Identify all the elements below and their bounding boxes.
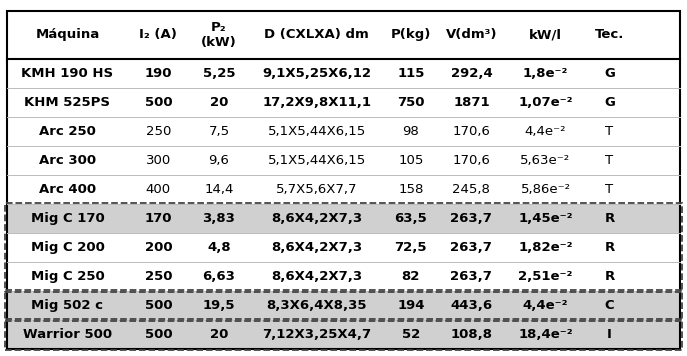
Text: 3,83: 3,83 — [203, 212, 236, 225]
Text: 5,86e⁻²: 5,86e⁻² — [521, 183, 570, 196]
Text: 250: 250 — [144, 270, 172, 283]
Text: 158: 158 — [398, 183, 423, 196]
Text: 7,5: 7,5 — [208, 125, 229, 138]
Text: 443,6: 443,6 — [451, 299, 493, 312]
Text: 170: 170 — [144, 212, 172, 225]
Text: 250: 250 — [146, 125, 171, 138]
Text: T: T — [605, 125, 613, 138]
Text: 18,4e⁻²: 18,4e⁻² — [518, 328, 573, 341]
Text: 9,6: 9,6 — [209, 154, 229, 167]
Text: Mig C 170: Mig C 170 — [31, 212, 104, 225]
Text: 5,1X5,44X6,15: 5,1X5,44X6,15 — [267, 125, 365, 138]
Text: 14,4: 14,4 — [204, 183, 234, 196]
Text: 500: 500 — [144, 328, 172, 341]
Text: 170,6: 170,6 — [453, 125, 491, 138]
Text: 17,2X9,8X11,1: 17,2X9,8X11,1 — [262, 96, 371, 109]
Text: 200: 200 — [144, 241, 172, 254]
Text: 292,4: 292,4 — [451, 67, 493, 80]
Text: D (CXLXA) dm: D (CXLXA) dm — [264, 28, 369, 41]
Text: 263,7: 263,7 — [451, 270, 493, 283]
Text: 8,6X4,2X7,3: 8,6X4,2X7,3 — [271, 241, 362, 254]
Text: Arc 300: Arc 300 — [39, 154, 96, 167]
Text: 500: 500 — [144, 96, 172, 109]
Text: 115: 115 — [397, 67, 425, 80]
Bar — [7, 204, 680, 233]
Text: R: R — [605, 241, 615, 254]
Text: Arc 250: Arc 250 — [39, 125, 96, 138]
Text: P(kg): P(kg) — [391, 28, 431, 41]
Text: 1871: 1871 — [453, 96, 490, 109]
Text: KHM 525PS: KHM 525PS — [25, 96, 111, 109]
Text: 5,1X5,44X6,15: 5,1X5,44X6,15 — [267, 154, 365, 167]
Text: 19,5: 19,5 — [203, 299, 235, 312]
Bar — [7, 291, 680, 320]
Text: G: G — [604, 67, 615, 80]
Text: 263,7: 263,7 — [451, 241, 493, 254]
Bar — [7, 117, 680, 146]
Text: 8,6X4,2X7,3: 8,6X4,2X7,3 — [271, 212, 362, 225]
Text: P₂
(kW): P₂ (kW) — [201, 21, 237, 49]
Text: 245,8: 245,8 — [453, 183, 491, 196]
Text: Tec.: Tec. — [595, 28, 624, 41]
Text: 500: 500 — [144, 299, 172, 312]
Text: 1,8e⁻²: 1,8e⁻² — [523, 67, 568, 80]
Text: 2,51e⁻²: 2,51e⁻² — [518, 270, 573, 283]
Text: I₂ (A): I₂ (A) — [139, 28, 177, 41]
Bar — [7, 175, 680, 204]
Text: Arc 400: Arc 400 — [39, 183, 96, 196]
Bar — [7, 320, 680, 349]
Bar — [7, 233, 680, 262]
Text: 9,1X5,25X6,12: 9,1X5,25X6,12 — [262, 67, 371, 80]
Text: 263,7: 263,7 — [451, 212, 493, 225]
Text: R: R — [605, 212, 615, 225]
Text: 5,63e⁻²: 5,63e⁻² — [521, 154, 570, 167]
Text: 5,7X5,6X7,7: 5,7X5,6X7,7 — [275, 183, 357, 196]
Text: KMH 190 HS: KMH 190 HS — [21, 67, 113, 80]
Text: 1,07e⁻²: 1,07e⁻² — [518, 96, 573, 109]
Text: 63,5: 63,5 — [394, 212, 427, 225]
Text: 8,3X6,4X8,35: 8,3X6,4X8,35 — [267, 299, 367, 312]
Text: 400: 400 — [146, 183, 171, 196]
Text: Warrior 500: Warrior 500 — [23, 328, 112, 341]
Text: G: G — [604, 96, 615, 109]
Text: Mig 502 c: Mig 502 c — [32, 299, 104, 312]
Text: 1,45e⁻²: 1,45e⁻² — [518, 212, 573, 225]
Text: V(dm³): V(dm³) — [446, 28, 497, 41]
Bar — [7, 11, 680, 59]
Text: 52: 52 — [402, 328, 420, 341]
Text: I: I — [607, 328, 612, 341]
Text: 750: 750 — [397, 96, 425, 109]
Text: R: R — [605, 270, 615, 283]
Bar — [7, 146, 680, 175]
Text: 72,5: 72,5 — [394, 241, 427, 254]
Text: T: T — [605, 154, 613, 167]
Text: 7,12X3,25X4,7: 7,12X3,25X4,7 — [262, 328, 371, 341]
Text: 1,82e⁻²: 1,82e⁻² — [518, 241, 573, 254]
Text: 20: 20 — [210, 328, 228, 341]
Text: Mig C 250: Mig C 250 — [31, 270, 104, 283]
Text: 98: 98 — [403, 125, 419, 138]
Text: 82: 82 — [402, 270, 420, 283]
Text: 170,6: 170,6 — [453, 154, 491, 167]
Text: 6,63: 6,63 — [203, 270, 236, 283]
Text: 4,4e⁻²: 4,4e⁻² — [525, 125, 566, 138]
Text: C: C — [605, 299, 614, 312]
Text: T: T — [605, 183, 613, 196]
Bar — [7, 262, 680, 291]
Bar — [7, 88, 680, 117]
Text: Máquina: Máquina — [35, 28, 100, 41]
Text: 8,6X4,2X7,3: 8,6X4,2X7,3 — [271, 270, 362, 283]
Text: 5,25: 5,25 — [203, 67, 235, 80]
Text: 4,8: 4,8 — [207, 241, 231, 254]
Text: 190: 190 — [144, 67, 172, 80]
Text: 194: 194 — [397, 299, 425, 312]
Text: 20: 20 — [210, 96, 228, 109]
Text: Mig C 200: Mig C 200 — [30, 241, 104, 254]
Bar — [7, 59, 680, 88]
Text: 300: 300 — [146, 154, 171, 167]
Text: kW/l: kW/l — [529, 28, 562, 41]
Text: 4,4e⁻²: 4,4e⁻² — [523, 299, 568, 312]
Text: 108,8: 108,8 — [451, 328, 493, 341]
Text: 105: 105 — [398, 154, 423, 167]
